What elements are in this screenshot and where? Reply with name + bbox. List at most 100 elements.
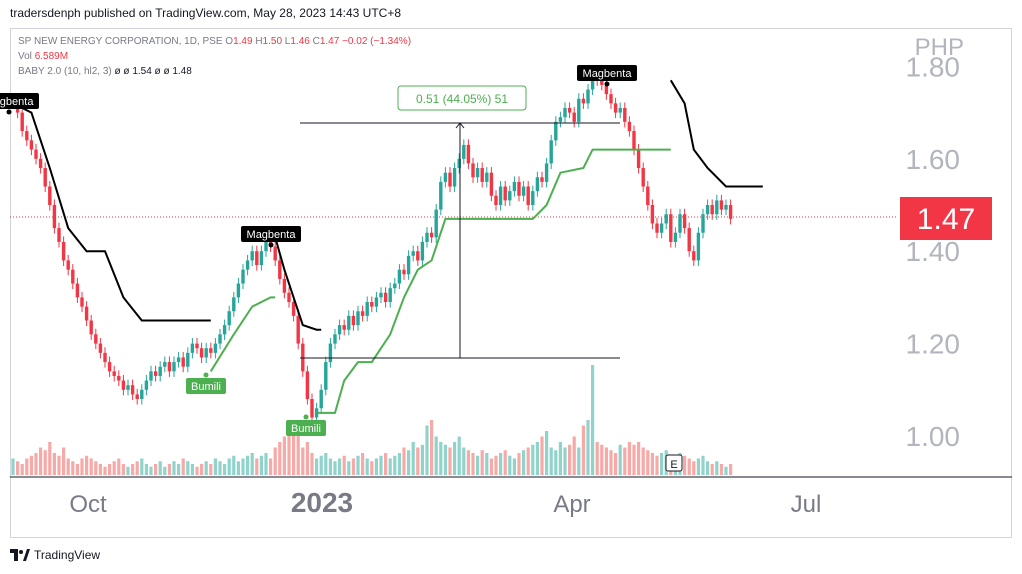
candle	[494, 190, 498, 211]
volume-bar	[692, 461, 696, 475]
candle-body	[305, 371, 310, 400]
volume-bar	[126, 466, 130, 475]
volume-bar	[416, 447, 420, 475]
volume-bar	[420, 444, 424, 475]
candle	[517, 176, 521, 202]
volume-bar	[356, 455, 360, 475]
candle-body	[144, 380, 149, 390]
candle	[678, 208, 682, 239]
sell-signal-label: Magbenta	[577, 65, 637, 87]
candle-body	[627, 121, 632, 132]
volume-bar	[163, 466, 167, 475]
candle-body	[314, 408, 319, 418]
volume-bar	[641, 447, 645, 475]
candle-body	[521, 186, 526, 196]
candle-body	[370, 302, 374, 307]
volume-bar	[701, 455, 705, 475]
candle	[209, 342, 213, 359]
volume-legend: Vol 6.589M	[18, 51, 68, 62]
candle	[89, 314, 93, 340]
candle	[259, 245, 264, 271]
volume-bar	[43, 450, 47, 475]
candle	[383, 287, 388, 308]
volume-bar	[503, 450, 507, 475]
candle	[429, 227, 434, 243]
candle-body	[75, 283, 80, 298]
volume-bar	[489, 458, 493, 475]
candle-body	[443, 172, 448, 182]
chart-frame[interactable]	[10, 28, 1012, 538]
volume-bar	[121, 464, 125, 475]
indicator-values: ø ø 1.54 ø ø 1.48	[114, 66, 192, 77]
candle	[531, 185, 535, 211]
indicator-name: BABY 2.0 (10, hl2, 3)	[18, 66, 112, 77]
candle-body	[586, 89, 590, 104]
volume-bar	[347, 461, 351, 475]
candle-body	[402, 269, 406, 275]
volume-bar	[407, 450, 411, 475]
volume-bar	[397, 453, 401, 475]
candle-body	[715, 200, 719, 215]
candle	[581, 93, 586, 109]
candle-body	[554, 121, 558, 141]
candle	[222, 319, 227, 340]
candle	[659, 217, 664, 239]
candle-body	[282, 278, 287, 293]
last-price-value: 1.47	[917, 203, 975, 236]
candle	[692, 245, 696, 266]
volume-bar	[310, 453, 314, 475]
volume-bar	[453, 442, 457, 475]
volume-bar	[117, 458, 121, 475]
candle-body	[429, 232, 434, 238]
candle	[112, 365, 116, 382]
volume-bar	[75, 464, 79, 475]
candle-body	[567, 107, 572, 113]
volume-bar	[499, 453, 503, 475]
candle-body	[52, 205, 57, 229]
volume-bar	[379, 455, 383, 475]
candle-body	[48, 186, 52, 205]
signal-label-box	[186, 378, 226, 394]
candle	[439, 176, 443, 216]
signal-label-text: Magbenta	[583, 68, 633, 80]
candle-body	[498, 186, 503, 205]
candle-body	[324, 362, 328, 390]
volume-bar	[149, 466, 153, 475]
tradingview-brand[interactable]: TradingView	[10, 548, 100, 562]
volume-bar	[213, 458, 217, 475]
candle-body	[531, 191, 535, 205]
supertrend-down-line-3	[669, 79, 763, 188]
candle-body	[544, 163, 549, 182]
candle	[452, 162, 457, 193]
candle	[526, 180, 530, 211]
symbol-name: SP NEW ENERGY CORPORATION, 1D, PSE	[18, 36, 223, 47]
volume-bar	[241, 458, 245, 475]
candle-body	[457, 158, 461, 169]
candle	[710, 199, 714, 220]
candle-body	[397, 269, 402, 284]
candle-body	[291, 302, 296, 316]
volume-label: Vol	[18, 51, 32, 62]
candle-body	[172, 362, 176, 372]
candle	[273, 241, 277, 266]
sell-signal-label: Magbenta	[0, 93, 39, 115]
candle	[567, 102, 572, 119]
candle	[669, 208, 673, 248]
candle	[213, 338, 218, 359]
candle	[153, 365, 158, 382]
candle-body	[609, 94, 613, 104]
candle-body	[94, 334, 98, 344]
candle	[471, 157, 475, 183]
candle	[655, 217, 659, 239]
volume-bar	[660, 453, 664, 475]
candle-body	[581, 98, 586, 104]
candle-body	[508, 191, 512, 201]
volume-bar	[154, 464, 158, 475]
candle-body	[296, 315, 300, 344]
candle	[195, 338, 199, 354]
volume-bar	[181, 458, 185, 475]
volume-bar	[462, 447, 466, 475]
candle-body	[452, 168, 457, 187]
candle	[475, 162, 480, 183]
